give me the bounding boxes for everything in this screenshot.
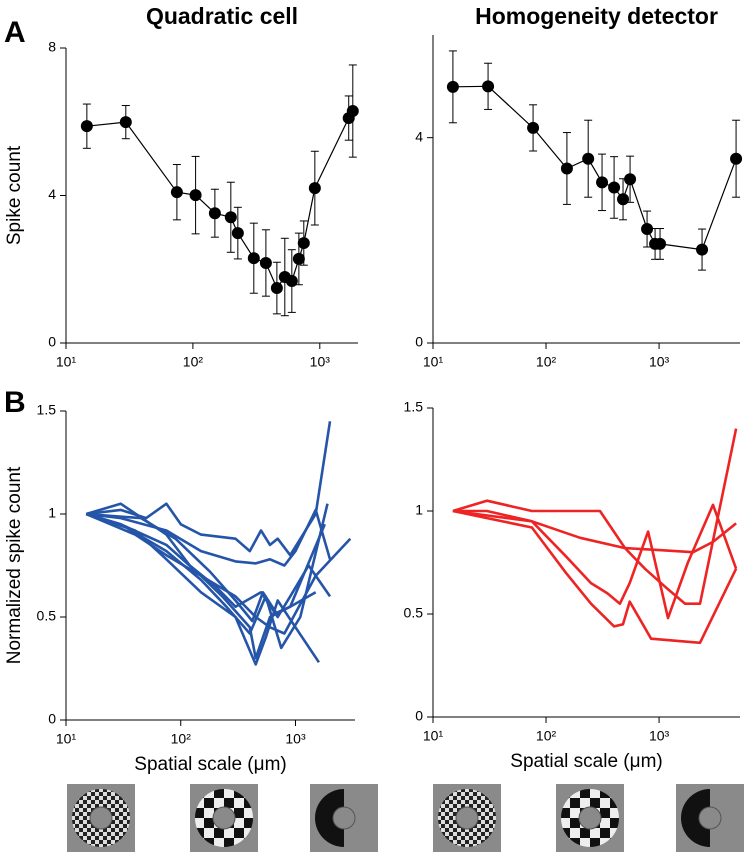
x-axis-label: Spatial scale (μm) [134,754,286,775]
point [696,243,709,256]
x-tick-label: 10³ [649,728,670,744]
x-tick-label: 10² [183,354,204,370]
series-line [452,509,737,554]
point [119,116,132,129]
series-line [452,85,737,251]
x-tick-label: 10¹ [423,728,444,744]
point [596,176,609,189]
x-tick-label: 10¹ [56,731,77,747]
y-axis-label: Spike count [4,145,25,245]
point [346,105,359,118]
x-tick-label: 10² [536,728,557,744]
point [730,152,743,165]
point [617,193,630,206]
point [654,237,667,250]
y-tick-label: 1 [48,505,56,521]
x-tick-label: 10³ [649,354,670,370]
y-tick-label: 0 [48,334,56,350]
x-tick-label: 10² [171,731,192,747]
point [224,211,237,224]
point [80,120,93,133]
point [624,173,637,186]
x-tick-label: 10¹ [56,354,77,370]
series-line [86,512,326,623]
series-line [85,512,352,635]
y-tick-label: 8 [48,39,56,55]
x-tick-label: 10³ [285,731,306,747]
point [270,282,283,295]
series-line [86,508,332,567]
point [231,227,244,240]
x-tick-label: 10¹ [423,354,444,370]
point [292,252,305,265]
point [446,80,459,93]
point [247,252,260,265]
point [482,80,495,93]
point [560,162,573,175]
point [170,186,183,199]
series-line [452,509,738,645]
series-line [452,428,738,605]
panel-label: A [4,16,26,49]
x-tick-label: 10² [536,354,557,370]
panel-label: B [4,386,26,419]
point [641,223,654,236]
point [527,121,540,134]
y-tick-label: 1 [415,502,423,518]
y-tick-label: 4 [48,186,56,202]
series-line [85,512,320,666]
point [208,207,221,220]
stimulus-icons [66,783,744,853]
series-line [86,110,354,289]
point [189,189,202,202]
series-line [85,503,329,650]
y-tick-label: 1.5 [404,399,424,415]
x-axis-label: Spatial scale (μm) [510,751,662,772]
point [582,152,595,165]
point [259,256,272,269]
series-line [452,503,738,620]
y-tick-label: 0.5 [404,605,424,621]
point [297,237,310,250]
y-axis-label: Normalized spike count [4,466,25,664]
chart-title: Quadratic cell [146,3,298,29]
chart-title: Homogeneity detector [475,3,718,29]
point [308,182,321,195]
point [285,275,298,288]
y-tick-label: 4 [415,128,423,144]
y-tick-label: 1.5 [37,402,57,418]
y-tick-label: 0 [48,711,56,727]
y-tick-label: 0 [415,708,423,724]
point [608,181,621,194]
y-tick-label: 0.5 [37,608,57,624]
series-line [86,421,332,557]
x-tick-label: 10³ [310,354,331,370]
y-tick-label: 0 [415,334,423,350]
